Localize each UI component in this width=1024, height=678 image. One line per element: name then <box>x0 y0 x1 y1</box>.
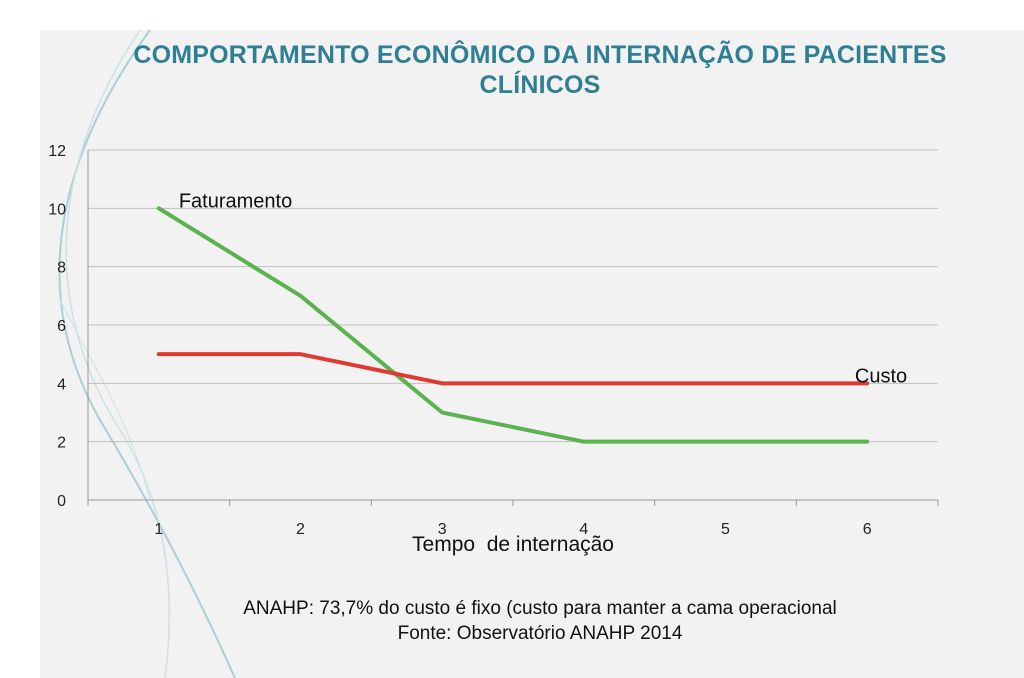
x-tick-label: 6 <box>863 521 872 538</box>
title-line-2: CLÍNICOS <box>479 71 601 99</box>
x-tick-label: 2 <box>296 521 305 538</box>
x-axis-label: Tempo de internação <box>412 533 614 556</box>
footnote-source: Fonte: Observatório ANAHP 2014 <box>397 623 683 644</box>
x-tick-label: 3 <box>438 521 447 538</box>
y-tick-label: 10 <box>48 201 66 218</box>
y-tick-label: 12 <box>48 143 66 160</box>
series-line-faturamento <box>156 206 870 444</box>
series-line-custo <box>156 352 870 386</box>
page-title: COMPORTAMENTO ECONÔMICO DA INTERNAÇÃO DE… <box>60 40 1020 100</box>
title-line-1: COMPORTAMENTO ECONÔMICO DA INTERNAÇÃO DE… <box>133 41 947 69</box>
y-tick-label: 4 <box>57 376 66 393</box>
x-tick-label: 5 <box>721 521 730 538</box>
x-tick-label: 1 <box>154 521 163 538</box>
y-tick-label: 6 <box>57 318 66 335</box>
x-tick-label: 4 <box>579 521 588 538</box>
series-label-custo: Custo <box>855 365 907 387</box>
y-tick-label: 2 <box>57 435 66 452</box>
y-tick-label: 0 <box>57 493 66 510</box>
series-label-faturamento: Faturamento <box>179 190 292 212</box>
footnote-anahp: ANAHP: 73,7% do custo é fixo (custo para… <box>243 598 837 619</box>
y-tick-label: 8 <box>57 260 66 277</box>
